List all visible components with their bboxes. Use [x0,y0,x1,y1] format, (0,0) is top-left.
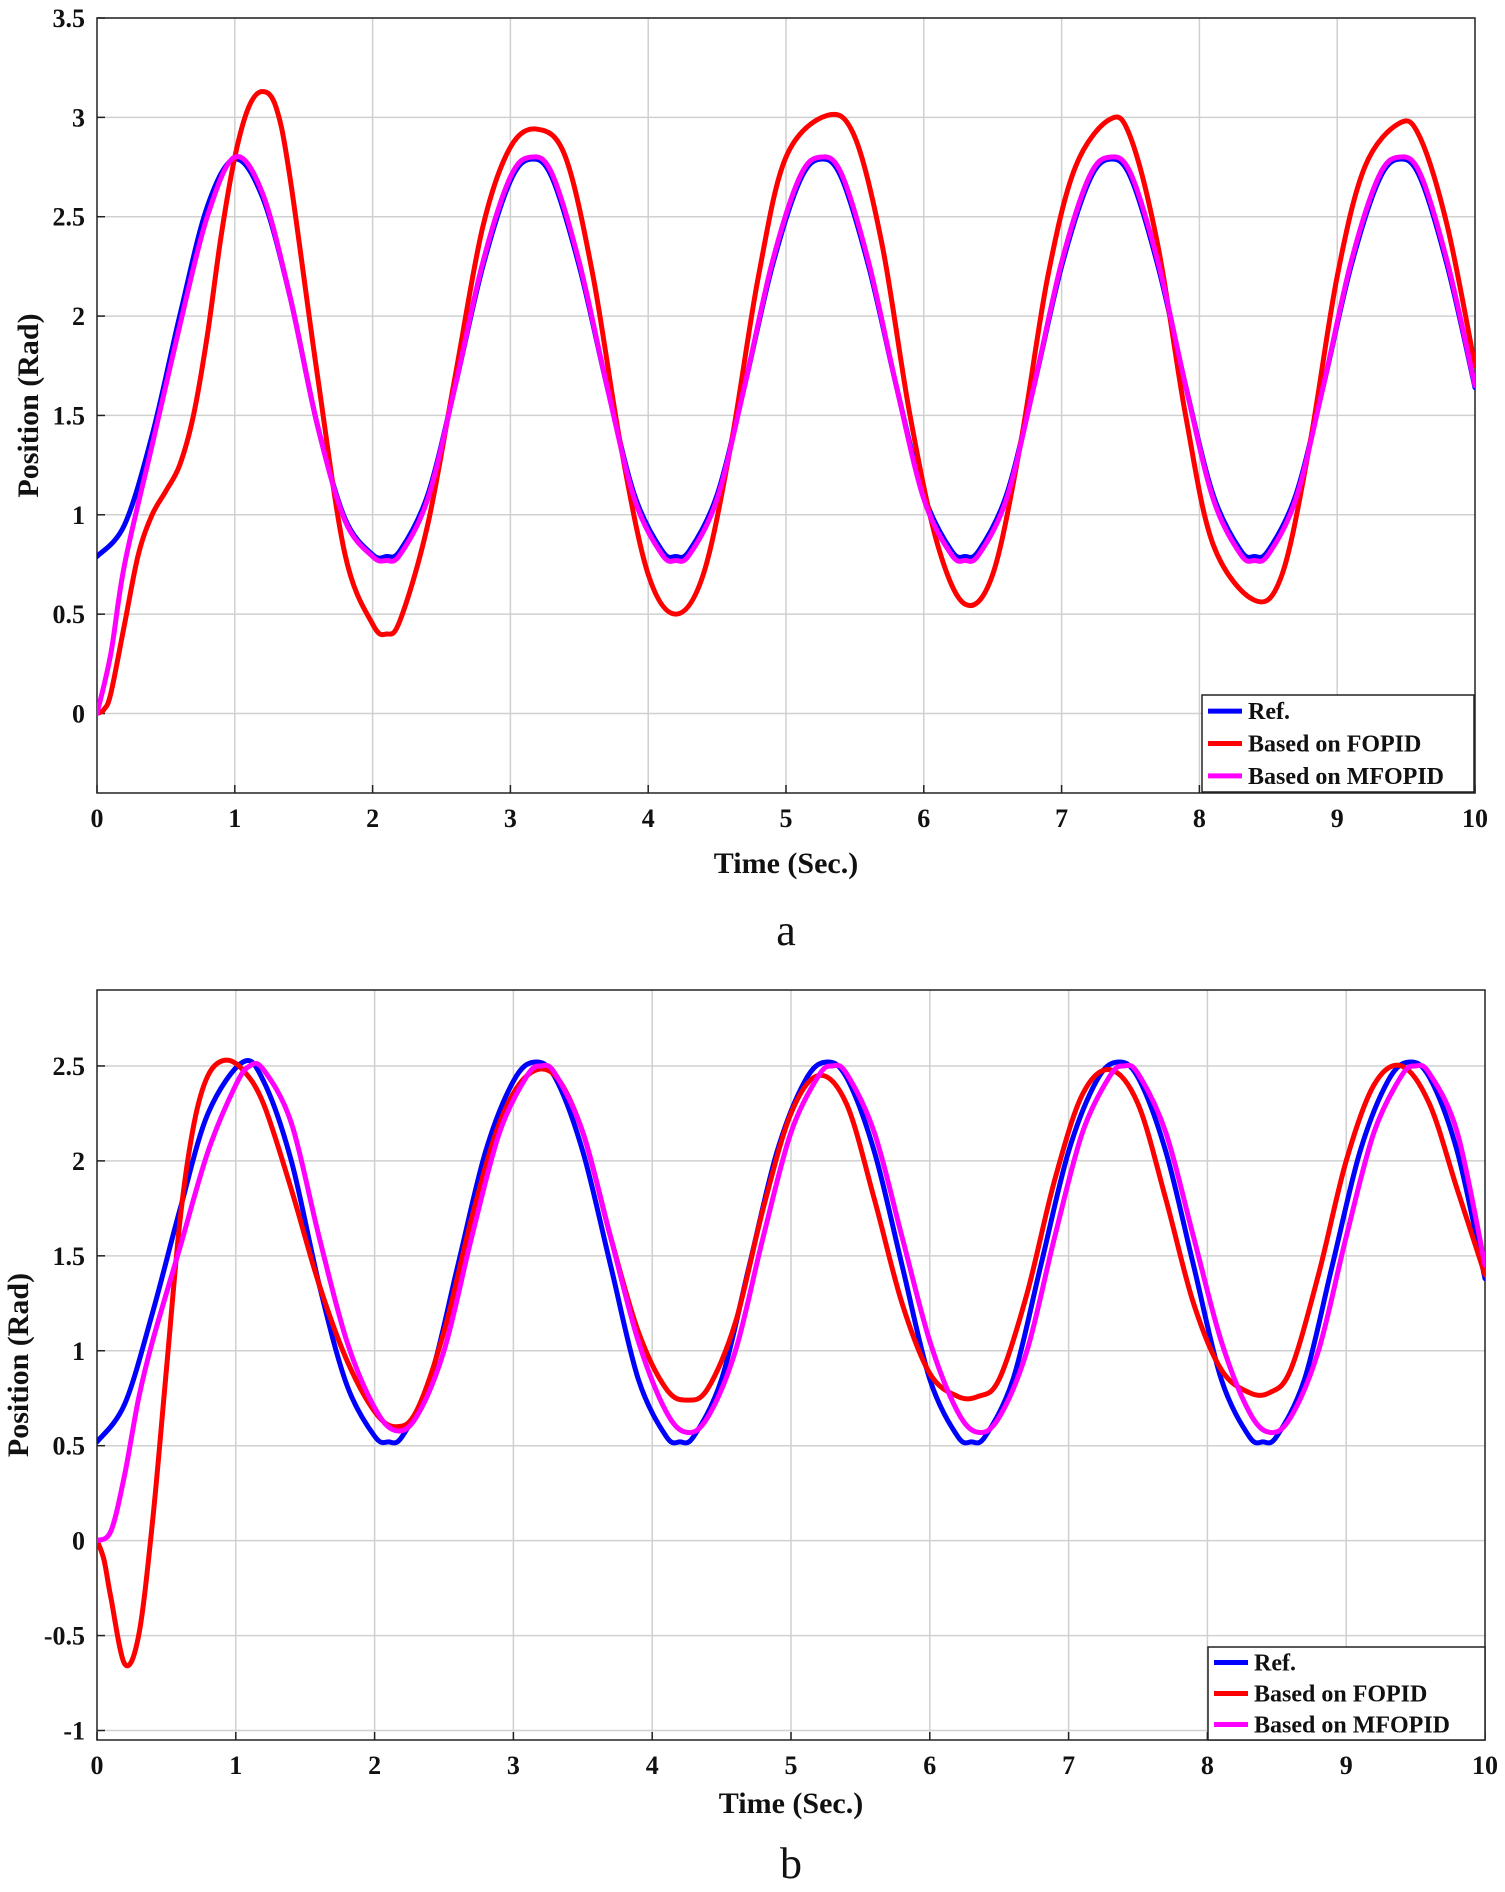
y-tick-label: 2.5 [53,203,86,232]
y-axis-label: Position (Rad) [12,313,45,497]
y-tick-label: 2 [72,302,85,331]
legend: Ref. Based on FOPID Based on MFOPID [1201,694,1475,793]
legend-label: Ref. [1248,699,1290,725]
x-tick-label: 1 [229,1751,242,1780]
x-tick-label: 6 [917,804,930,833]
x-tick-label: 2 [368,1751,381,1780]
chart-panel-b: 0 1 2 3 4 5 6 7 8 9 10 -1 -0.5 0 0.5 1 1.5 2 2.5 Time (Sec.… [2,989,1498,1888]
series-line-based-on-mfopid [97,1060,1485,1544]
y-tick-label: 1.5 [53,1242,86,1271]
x-tick-label: 1 [228,804,241,833]
y-tick-label: 0.5 [53,1432,86,1461]
legend-box [1201,694,1475,793]
x-tick-label: 4 [642,804,655,833]
legend-label: Based on FOPID [1254,1682,1427,1708]
legend-label: Based on MFOPID [1248,764,1444,790]
panel-label: b [780,1839,802,1888]
y-axis-label: Position (Rad) [2,1273,35,1457]
series-line-based-on-fopid [97,1057,1485,1669]
y-tick-label: 1 [72,501,85,530]
y-tick-label: -0.5 [44,1622,85,1651]
x-tick-label: 3 [507,1751,520,1780]
y-tick-label: 1.5 [53,401,86,430]
x-tick-label: 8 [1201,1751,1214,1780]
y-tick-label: 2 [72,1147,85,1176]
x-axis-label: Time (Sec.) [714,847,858,880]
x-tick-label: 5 [785,1751,798,1780]
x-tick-label: 2 [366,804,379,833]
x-tick-label: 7 [1062,1751,1075,1780]
legend: Ref. Based on FOPID Based on MFOPID [1207,1646,1486,1741]
series-line-based-on-mfopid [97,154,1475,717]
panel-label: a [776,906,796,955]
x-tick-label: 8 [1193,804,1206,833]
x-tick-label: 3 [504,804,517,833]
series-line-ref [97,1058,1485,1446]
y-tick-label: 0 [72,1527,85,1556]
y-tick-label: 1 [72,1337,85,1366]
y-tick-label: 0.5 [53,600,86,629]
y-tick-label: 3.5 [53,4,86,33]
x-tick-label: 9 [1331,804,1344,833]
x-tick-label: 4 [646,1751,659,1780]
y-tick-label: 3 [72,103,85,132]
x-tick-label: 10 [1462,804,1488,833]
x-tick-label: 6 [923,1751,936,1780]
y-tick-label: 2.5 [53,1052,86,1081]
x-tick-label: 0 [91,804,104,833]
x-tick-label: 9 [1340,1751,1353,1780]
series-group [97,89,1475,717]
x-tick-label: 10 [1472,1751,1498,1780]
legend-label: Based on FOPID [1248,732,1421,758]
legend-box [1207,1646,1486,1741]
y-tick-label: -1 [63,1717,85,1746]
legend-label: Ref. [1254,1651,1296,1677]
x-tick-label: 5 [780,804,793,833]
chart-panel-a: 0 1 2 3 4 5 6 7 8 9 10 0 0.5 1 1.5 2 2.5 3 3.5 Time (Sec.) P… [12,4,1488,955]
legend-label: Based on MFOPID [1254,1713,1450,1739]
series-group [97,1057,1485,1669]
x-axis-label: Time (Sec.) [719,1787,863,1820]
y-tick-label: 0 [72,700,85,729]
x-tick-label: 0 [91,1751,104,1780]
x-tick-label: 7 [1055,804,1068,833]
